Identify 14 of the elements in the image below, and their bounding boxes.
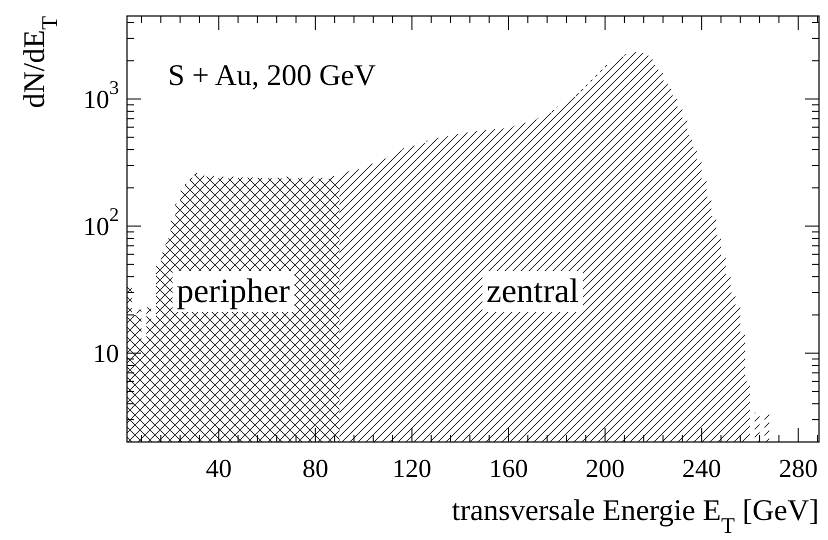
x-tick-label: 120 (392, 454, 432, 483)
y-tick-label: 10$^{3}$ (83, 78, 119, 114)
x-tick-label: 240 (682, 454, 722, 483)
x-tick-label: 280 (778, 454, 818, 483)
series-label: peripher (176, 273, 291, 310)
x-tick-label: 40 (206, 454, 232, 483)
y-tick-label: 10$^{2}$ (83, 205, 119, 241)
y-tick-label: 10 (93, 338, 119, 368)
x-tick-label: 200 (586, 454, 625, 483)
x-tick-label: 80 (302, 454, 328, 483)
annotation: S + Au, 200 GeV (168, 59, 376, 92)
x-axis-title: transversale Energie E$_{T}$ [GeV] (452, 494, 819, 538)
x-tick-label: 160 (488, 454, 528, 483)
series-label: zentral (486, 273, 579, 310)
